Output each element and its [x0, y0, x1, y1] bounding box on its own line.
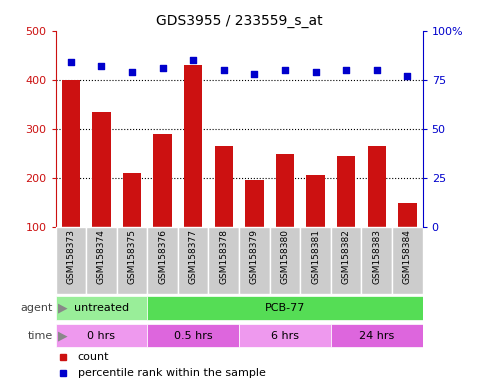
Text: count: count — [78, 352, 109, 362]
Text: 0 hrs: 0 hrs — [87, 331, 115, 341]
Bar — [331, 227, 361, 294]
Bar — [147, 296, 423, 319]
Bar — [123, 173, 141, 276]
Bar — [361, 227, 392, 294]
Point — [220, 67, 227, 73]
Bar — [270, 227, 300, 294]
Bar — [331, 324, 423, 347]
Text: ▶: ▶ — [58, 301, 68, 314]
Bar — [56, 324, 147, 347]
Point — [281, 67, 289, 73]
Bar — [184, 65, 202, 276]
Point — [128, 69, 136, 75]
Text: GSM158374: GSM158374 — [97, 229, 106, 284]
Bar — [239, 324, 331, 347]
Bar — [62, 80, 80, 276]
Text: ▶: ▶ — [58, 329, 68, 342]
Text: 24 hrs: 24 hrs — [359, 331, 394, 341]
Bar — [154, 134, 172, 276]
Bar — [147, 227, 178, 294]
Point — [342, 67, 350, 73]
Text: GSM158384: GSM158384 — [403, 229, 412, 284]
Text: percentile rank within the sample: percentile rank within the sample — [78, 368, 266, 378]
Bar — [178, 227, 209, 294]
Bar — [56, 227, 86, 294]
Bar — [92, 112, 111, 276]
Bar — [209, 227, 239, 294]
Text: PCB-77: PCB-77 — [265, 303, 305, 313]
Text: GSM158379: GSM158379 — [250, 229, 259, 284]
Point — [98, 63, 105, 69]
Point — [159, 65, 167, 71]
Text: 0.5 hrs: 0.5 hrs — [174, 331, 213, 341]
Text: GSM158378: GSM158378 — [219, 229, 228, 284]
Text: GSM158381: GSM158381 — [311, 229, 320, 284]
Text: GSM158382: GSM158382 — [341, 229, 351, 284]
Text: GSM158380: GSM158380 — [281, 229, 289, 284]
Text: agent: agent — [21, 303, 53, 313]
Bar — [306, 175, 325, 276]
Point — [312, 69, 319, 75]
Bar — [392, 227, 423, 294]
Text: time: time — [28, 331, 53, 341]
Bar — [239, 227, 270, 294]
Point — [373, 67, 381, 73]
Text: untreated: untreated — [74, 303, 129, 313]
Bar — [56, 296, 147, 319]
Bar — [337, 156, 355, 276]
Bar — [147, 324, 239, 347]
Text: GSM158377: GSM158377 — [189, 229, 198, 284]
Text: 6 hrs: 6 hrs — [271, 331, 299, 341]
Bar — [300, 227, 331, 294]
Text: GSM158376: GSM158376 — [158, 229, 167, 284]
Bar — [117, 227, 147, 294]
Point — [403, 73, 411, 79]
Bar — [86, 227, 117, 294]
Text: GSM158373: GSM158373 — [66, 229, 75, 284]
Bar — [245, 180, 264, 276]
Point — [67, 59, 75, 65]
Title: GDS3955 / 233559_s_at: GDS3955 / 233559_s_at — [156, 14, 322, 28]
Bar — [368, 146, 386, 276]
Point — [251, 71, 258, 77]
Point — [189, 57, 197, 63]
Text: GSM158375: GSM158375 — [128, 229, 137, 284]
Bar — [276, 154, 294, 276]
Bar — [398, 204, 416, 276]
Bar — [214, 146, 233, 276]
Text: GSM158383: GSM158383 — [372, 229, 381, 284]
